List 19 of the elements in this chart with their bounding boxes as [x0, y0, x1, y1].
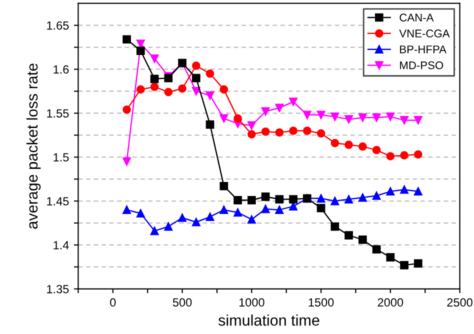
x-axis-title: simulation time: [218, 314, 320, 326]
y-tick-label: 1.6: [54, 65, 69, 74]
y-tick-label: 1.45: [47, 197, 69, 206]
y-tick-label: 1.4: [54, 241, 69, 250]
x-tick-label: 1000: [239, 298, 264, 307]
x-tick-label: 0: [110, 298, 116, 307]
x-tick-label: 2500: [447, 298, 472, 307]
y-axis-title: average packet loss rate: [26, 64, 41, 229]
legend-label: MD-PSO: [400, 61, 444, 70]
legend-label: VNE-CGA: [399, 30, 450, 38]
y-tick-label: 1.55: [47, 109, 69, 118]
y-tick-label: 1.65: [47, 21, 69, 30]
y-tick-label: 1.5: [54, 153, 69, 162]
y-tick-label: 1.35: [47, 284, 69, 294]
x-tick-label: 2000: [378, 298, 404, 307]
legend-label: BP-HFPA: [400, 46, 446, 54]
x-tick-label: 1500: [308, 298, 334, 307]
legend-label: CAN-A: [400, 14, 434, 22]
x-tick-label: 500: [172, 298, 192, 307]
